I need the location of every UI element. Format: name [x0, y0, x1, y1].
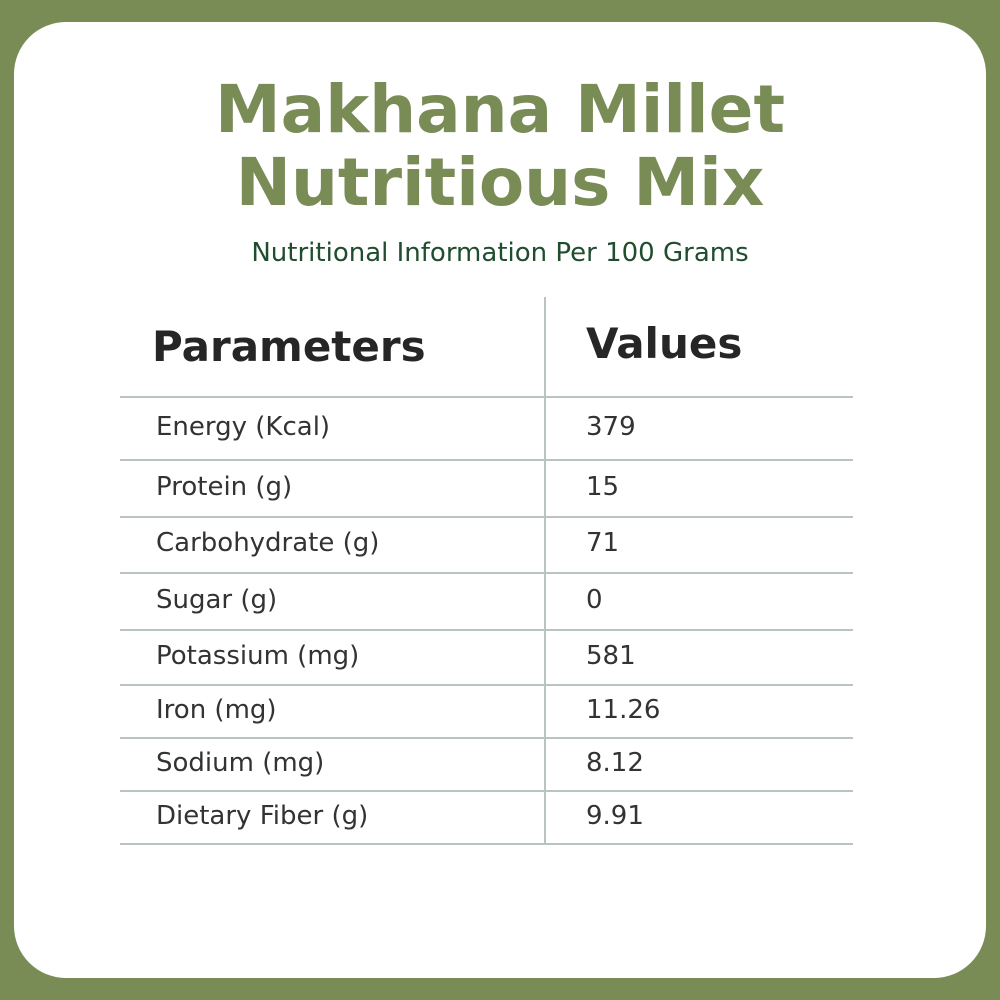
parameter-cell: Sugar (g)	[156, 584, 278, 615]
row-divider	[120, 459, 853, 461]
column-header: Values	[586, 319, 743, 368]
row-divider	[120, 737, 853, 739]
row-divider	[120, 843, 853, 845]
value-cell: 581	[586, 640, 636, 671]
parameter-cell: Iron (mg)	[156, 694, 277, 725]
row-divider	[120, 790, 853, 792]
row-divider	[120, 396, 853, 398]
parameter-cell: Potassium (mg)	[156, 640, 360, 671]
row-divider	[120, 629, 853, 631]
title-line: Nutritious Mix	[235, 144, 765, 221]
column-header: Parameters	[152, 322, 426, 371]
parameter-cell: Protein (g)	[156, 471, 293, 502]
value-cell: 0	[586, 584, 603, 615]
parameter-cell: Dietary Fiber (g)	[156, 800, 369, 831]
row-divider	[120, 684, 853, 686]
subtitle: Nutritional Information Per 100 Grams	[251, 238, 749, 268]
value-cell: 8.12	[586, 747, 644, 778]
parameter-cell: Energy (Kcal)	[156, 411, 331, 442]
value-cell: 15	[586, 471, 620, 502]
row-divider	[120, 516, 853, 518]
value-cell: 71	[586, 528, 620, 558]
parameter-cell: Carbohydrate (g)	[156, 528, 380, 558]
card	[14, 22, 986, 978]
column-divider	[544, 297, 546, 844]
row-divider	[120, 572, 853, 574]
value-cell: 11.26	[586, 694, 661, 725]
value-cell: 379	[586, 411, 636, 442]
title-line: Makhana Millet	[215, 71, 785, 148]
value-cell: 9.91	[586, 800, 644, 831]
parameter-cell: Sodium (mg)	[156, 747, 325, 778]
